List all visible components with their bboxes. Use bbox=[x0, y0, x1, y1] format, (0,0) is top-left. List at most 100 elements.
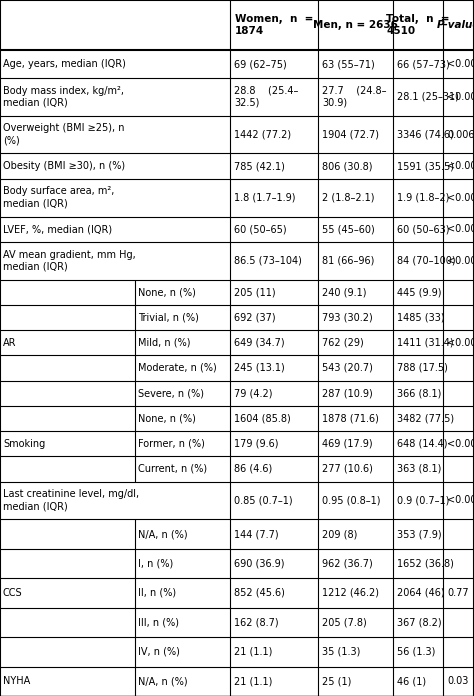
Text: 162 (8.7): 162 (8.7) bbox=[234, 617, 279, 627]
Text: 205 (11): 205 (11) bbox=[234, 287, 275, 297]
Text: 1.9 (1.8–2): 1.9 (1.8–2) bbox=[397, 193, 449, 203]
Text: Mild, n (%): Mild, n (%) bbox=[138, 338, 191, 348]
Text: Severe, n (%): Severe, n (%) bbox=[138, 388, 204, 398]
Text: 28.8    (25.4–
32.5): 28.8 (25.4– 32.5) bbox=[234, 86, 298, 108]
Text: 445 (9.9): 445 (9.9) bbox=[397, 287, 441, 297]
Text: 0.9 (0.7–1): 0.9 (0.7–1) bbox=[397, 496, 449, 505]
Text: 205 (7.8): 205 (7.8) bbox=[322, 617, 367, 627]
Text: 0.03: 0.03 bbox=[447, 677, 468, 686]
Text: 788 (17.5): 788 (17.5) bbox=[397, 363, 448, 373]
Text: 209 (8): 209 (8) bbox=[322, 529, 357, 539]
Text: 277 (10.6): 277 (10.6) bbox=[322, 464, 373, 474]
Text: 852 (45.6): 852 (45.6) bbox=[234, 588, 285, 598]
Text: 2 (1.8–2.1): 2 (1.8–2.1) bbox=[322, 193, 374, 203]
Text: 785 (42.1): 785 (42.1) bbox=[234, 161, 285, 171]
Text: LVEF, %, median (IQR): LVEF, %, median (IQR) bbox=[3, 224, 112, 234]
Text: 287 (10.9): 287 (10.9) bbox=[322, 388, 373, 398]
Text: 793 (30.2): 793 (30.2) bbox=[322, 313, 373, 322]
Text: <0.001: <0.001 bbox=[447, 161, 474, 171]
Text: Moderate, n (%): Moderate, n (%) bbox=[138, 363, 217, 373]
Text: 79 (4.2): 79 (4.2) bbox=[234, 388, 273, 398]
Text: 0.006: 0.006 bbox=[447, 129, 474, 140]
Text: 363 (8.1): 363 (8.1) bbox=[397, 464, 441, 474]
Text: None, n (%): None, n (%) bbox=[138, 413, 196, 423]
Text: Smoking: Smoking bbox=[3, 438, 45, 449]
Text: <0.001: <0.001 bbox=[447, 255, 474, 266]
Text: 86 (4.6): 86 (4.6) bbox=[234, 464, 272, 474]
Text: 2064 (46): 2064 (46) bbox=[397, 588, 445, 598]
Text: 1212 (46.2): 1212 (46.2) bbox=[322, 588, 379, 598]
Text: II, n (%): II, n (%) bbox=[138, 588, 176, 598]
Text: <0.001: <0.001 bbox=[447, 59, 474, 69]
Text: <0.001: <0.001 bbox=[447, 193, 474, 203]
Text: 144 (7.7): 144 (7.7) bbox=[234, 529, 279, 539]
Text: 0.77: 0.77 bbox=[447, 588, 469, 598]
Text: Total,  n  =
4510: Total, n = 4510 bbox=[386, 14, 450, 36]
Text: 762 (29): 762 (29) bbox=[322, 338, 364, 348]
Text: <0.001: <0.001 bbox=[447, 338, 474, 348]
Text: Age, years, median (IQR): Age, years, median (IQR) bbox=[3, 59, 126, 69]
Text: Body surface area, m²,
median (IQR): Body surface area, m², median (IQR) bbox=[3, 187, 114, 209]
Text: I, n (%): I, n (%) bbox=[138, 558, 173, 569]
Text: 367 (8.2): 367 (8.2) bbox=[397, 617, 442, 627]
Text: N/A, n (%): N/A, n (%) bbox=[138, 529, 188, 539]
Text: Current, n (%): Current, n (%) bbox=[138, 464, 207, 474]
Text: 81 (66–96): 81 (66–96) bbox=[322, 255, 374, 266]
Text: CCS: CCS bbox=[3, 588, 23, 598]
Text: 1878 (71.6): 1878 (71.6) bbox=[322, 413, 379, 423]
Text: 648 (14.4): 648 (14.4) bbox=[397, 438, 447, 449]
Text: 1904 (72.7): 1904 (72.7) bbox=[322, 129, 379, 140]
Text: 962 (36.7): 962 (36.7) bbox=[322, 558, 373, 569]
Text: IV, n (%): IV, n (%) bbox=[138, 647, 180, 657]
Text: <0.001: <0.001 bbox=[447, 438, 474, 449]
Text: 1652 (36.8): 1652 (36.8) bbox=[397, 558, 454, 569]
Text: 692 (37): 692 (37) bbox=[234, 313, 275, 322]
Text: <0.001: <0.001 bbox=[447, 496, 474, 505]
Text: 3346 (74.6): 3346 (74.6) bbox=[397, 129, 454, 140]
Text: Last creatinine level, mg/dl,
median (IQR): Last creatinine level, mg/dl, median (IQ… bbox=[3, 489, 139, 512]
Text: 690 (36.9): 690 (36.9) bbox=[234, 558, 284, 569]
Text: 21 (1.1): 21 (1.1) bbox=[234, 647, 273, 657]
Text: Women,  n  =
1874: Women, n = 1874 bbox=[235, 14, 313, 36]
Text: 66 (57–73): 66 (57–73) bbox=[397, 59, 450, 69]
Text: AR: AR bbox=[3, 338, 17, 348]
Text: 55 (45–60): 55 (45–60) bbox=[322, 224, 375, 234]
Text: 1.8 (1.7–1.9): 1.8 (1.7–1.9) bbox=[234, 193, 295, 203]
Text: None, n (%): None, n (%) bbox=[138, 287, 196, 297]
Text: 469 (17.9): 469 (17.9) bbox=[322, 438, 373, 449]
Text: 86.5 (73–104): 86.5 (73–104) bbox=[234, 255, 302, 266]
Text: 366 (8.1): 366 (8.1) bbox=[397, 388, 441, 398]
Text: Overweight (BMI ≥25), n
(%): Overweight (BMI ≥25), n (%) bbox=[3, 123, 125, 145]
Text: 25 (1): 25 (1) bbox=[322, 677, 351, 686]
Text: Trivial, n (%): Trivial, n (%) bbox=[138, 313, 199, 322]
Text: 60 (50–63): 60 (50–63) bbox=[397, 224, 449, 234]
Text: 240 (9.1): 240 (9.1) bbox=[322, 287, 366, 297]
Text: 649 (34.7): 649 (34.7) bbox=[234, 338, 284, 348]
Text: Men, n = 2636: Men, n = 2636 bbox=[313, 20, 398, 30]
Text: Body mass index, kg/m²,
median (IQR): Body mass index, kg/m², median (IQR) bbox=[3, 86, 124, 108]
Text: 35 (1.3): 35 (1.3) bbox=[322, 647, 360, 657]
Text: III, n (%): III, n (%) bbox=[138, 617, 179, 627]
Text: N/A, n (%): N/A, n (%) bbox=[138, 677, 188, 686]
Text: AV mean gradient, mm Hg,
median (IQR): AV mean gradient, mm Hg, median (IQR) bbox=[3, 250, 136, 272]
Text: 63 (55–71): 63 (55–71) bbox=[322, 59, 375, 69]
Text: Obesity (BMI ≥30), n (%): Obesity (BMI ≥30), n (%) bbox=[3, 161, 125, 171]
Text: 60 (50–65): 60 (50–65) bbox=[234, 224, 287, 234]
Text: 0.85 (0.7–1): 0.85 (0.7–1) bbox=[234, 496, 292, 505]
Text: 84 (70–100): 84 (70–100) bbox=[397, 255, 456, 266]
Text: 1591 (35.5): 1591 (35.5) bbox=[397, 161, 454, 171]
Text: 1411 (31.4): 1411 (31.4) bbox=[397, 338, 454, 348]
Text: <0.001: <0.001 bbox=[447, 92, 474, 102]
Text: 245 (13.1): 245 (13.1) bbox=[234, 363, 285, 373]
Text: 0.95 (0.8–1): 0.95 (0.8–1) bbox=[322, 496, 381, 505]
Text: 46 (1): 46 (1) bbox=[397, 677, 426, 686]
Text: 543 (20.7): 543 (20.7) bbox=[322, 363, 373, 373]
Text: 56 (1.3): 56 (1.3) bbox=[397, 647, 436, 657]
Text: 1485 (33): 1485 (33) bbox=[397, 313, 445, 322]
Text: 3482 (77.5): 3482 (77.5) bbox=[397, 413, 454, 423]
Text: 27.7    (24.8–
30.9): 27.7 (24.8– 30.9) bbox=[322, 86, 386, 108]
Text: 179 (9.6): 179 (9.6) bbox=[234, 438, 279, 449]
Text: 28.1 (25–31): 28.1 (25–31) bbox=[397, 92, 459, 102]
Text: P-value: P-value bbox=[437, 20, 474, 30]
Text: 21 (1.1): 21 (1.1) bbox=[234, 677, 273, 686]
